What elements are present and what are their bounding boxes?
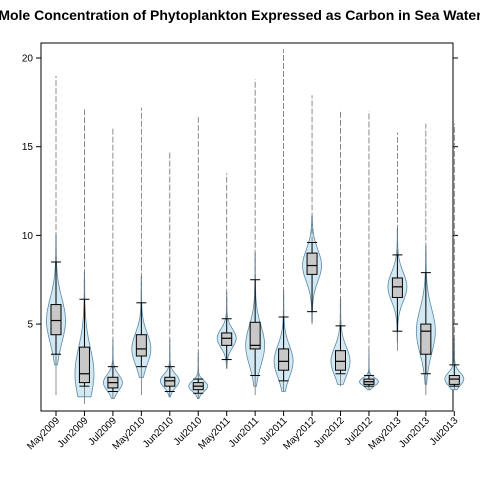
box <box>135 334 147 357</box>
x-tick-label: May2009 <box>25 415 62 452</box>
x-tick-label: Jun2013 <box>397 415 432 450</box>
violin-group-May2013 <box>387 132 408 351</box>
plot-frame <box>40 42 454 412</box>
violin-group-Jul2012 <box>358 111 379 391</box>
y-axis-right <box>453 57 458 325</box>
box <box>78 346 90 384</box>
box <box>420 323 432 355</box>
box <box>391 277 403 298</box>
violin-group-Jun2012 <box>330 111 351 387</box>
x-axis: May2009Jun2009Jul2009May2010Jun2010Jul20… <box>25 411 461 452</box>
violin-group-Jun2010 <box>159 152 180 398</box>
x-tick-label: Jun2011 <box>227 415 262 450</box>
violin-group-Jul2010 <box>188 116 209 399</box>
y-tick-label: 5 <box>27 320 33 331</box>
box <box>221 332 233 346</box>
y-tick-label: 20 <box>22 54 34 65</box>
box <box>249 321 261 350</box>
chart-title: Mole Concentration of Phytoplankton Expr… <box>0 7 480 23</box>
x-tick-label: Jun2012 <box>312 415 347 450</box>
violin-group-Jul2009 <box>103 127 123 399</box>
x-tick-label: May2011 <box>196 415 233 452</box>
series-layer <box>46 49 465 404</box>
x-tick-label: Jun2009 <box>56 415 91 450</box>
y-tick-label: 15 <box>22 142 34 153</box>
box <box>164 376 176 387</box>
x-tick-label: Jun2010 <box>141 415 176 450</box>
box <box>448 375 460 385</box>
box <box>278 348 290 371</box>
violin-group-Jul2013 <box>444 123 465 391</box>
violin-group-May2009 <box>46 75 66 396</box>
box <box>306 252 318 275</box>
violin-group-Jul2011 <box>273 49 294 392</box>
box <box>50 304 62 336</box>
violin-group-May2010 <box>131 107 152 396</box>
violin-group-Jun2009 <box>74 109 95 404</box>
box <box>335 350 346 371</box>
y-tick-label: 10 <box>22 231 34 242</box>
violin-group-Jun2013 <box>415 123 436 396</box>
violin-group-May2012 <box>302 95 323 325</box>
y-axis-left: 5 10 15 20 <box>22 54 41 331</box>
violin-group-Jun2011 <box>245 79 265 396</box>
violin-group-May2011 <box>216 173 237 369</box>
x-tick-label: Jul2013 <box>428 415 461 448</box>
